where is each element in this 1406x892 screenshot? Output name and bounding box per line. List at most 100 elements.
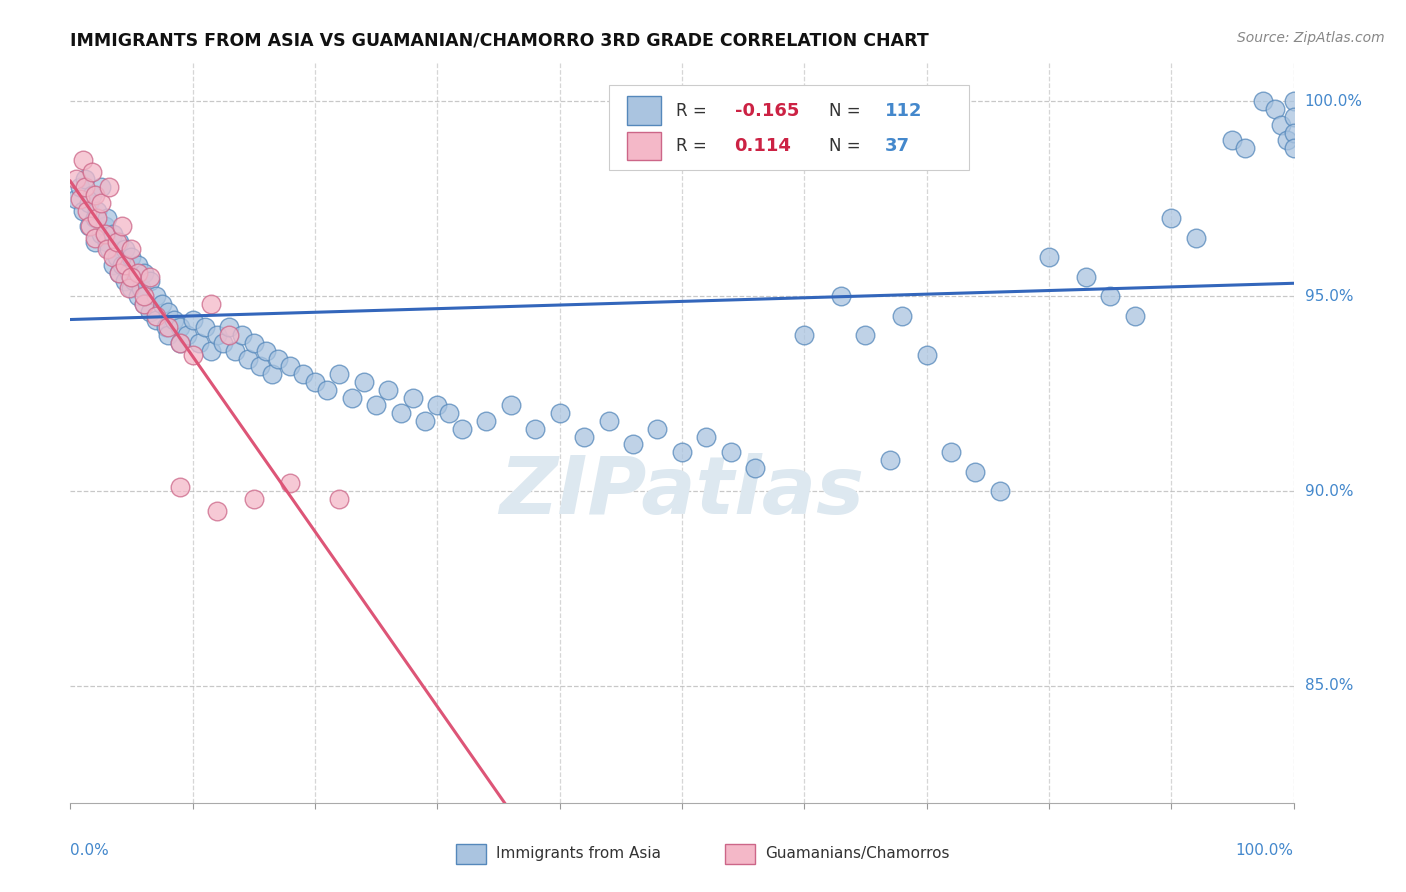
Point bbox=[915, 348, 938, 362]
Point bbox=[96, 235, 118, 249]
Point bbox=[176, 328, 198, 343]
Point bbox=[413, 414, 436, 428]
Point bbox=[169, 320, 191, 334]
Point bbox=[157, 328, 180, 343]
Point bbox=[65, 192, 87, 206]
Point bbox=[254, 343, 277, 358]
Point bbox=[83, 235, 105, 249]
Point bbox=[139, 305, 162, 319]
Point bbox=[879, 453, 901, 467]
Point bbox=[73, 180, 96, 194]
Point bbox=[83, 211, 105, 226]
Point bbox=[132, 289, 155, 303]
Point bbox=[93, 219, 115, 233]
Point bbox=[181, 312, 204, 326]
Point bbox=[96, 243, 118, 257]
Point bbox=[1264, 102, 1286, 116]
Point bbox=[695, 429, 717, 443]
FancyBboxPatch shape bbox=[609, 85, 969, 169]
Point bbox=[267, 351, 290, 366]
Point bbox=[965, 465, 987, 479]
Bar bbox=[724, 844, 755, 864]
Bar bbox=[627, 132, 661, 161]
Point bbox=[231, 328, 253, 343]
Point bbox=[262, 367, 284, 381]
Point bbox=[114, 258, 136, 272]
Point bbox=[127, 289, 149, 303]
Point bbox=[224, 343, 246, 358]
Point bbox=[212, 336, 235, 351]
Point bbox=[145, 312, 167, 326]
Point bbox=[86, 203, 108, 218]
Point bbox=[328, 367, 350, 381]
Point bbox=[93, 227, 115, 241]
Point bbox=[1251, 95, 1274, 109]
Point bbox=[169, 336, 191, 351]
Point bbox=[114, 274, 136, 288]
Point bbox=[598, 414, 620, 428]
Point bbox=[1270, 118, 1292, 132]
Point bbox=[855, 328, 877, 343]
Bar bbox=[456, 844, 486, 864]
Point bbox=[118, 266, 141, 280]
Point bbox=[439, 406, 461, 420]
Point bbox=[139, 269, 162, 284]
Point bbox=[101, 258, 124, 272]
Point bbox=[72, 203, 94, 218]
Point bbox=[150, 297, 173, 311]
Point bbox=[108, 266, 131, 280]
Point bbox=[205, 503, 228, 517]
Point bbox=[163, 312, 186, 326]
Point bbox=[121, 281, 143, 295]
Point bbox=[90, 227, 112, 241]
Point bbox=[671, 445, 693, 459]
Text: Immigrants from Asia: Immigrants from Asia bbox=[496, 847, 661, 862]
Point bbox=[127, 258, 149, 272]
Point bbox=[647, 422, 669, 436]
Point bbox=[720, 445, 742, 459]
Text: 112: 112 bbox=[884, 102, 922, 120]
Text: Source: ZipAtlas.com: Source: ZipAtlas.com bbox=[1237, 31, 1385, 45]
Point bbox=[83, 231, 105, 245]
Text: N =: N = bbox=[828, 102, 866, 120]
Point bbox=[1277, 133, 1299, 147]
Point bbox=[101, 250, 124, 264]
Point bbox=[108, 266, 131, 280]
Point bbox=[291, 367, 314, 381]
Point bbox=[830, 289, 852, 303]
Point bbox=[1282, 126, 1305, 140]
Point bbox=[988, 484, 1011, 499]
Point bbox=[108, 235, 131, 249]
Point bbox=[194, 320, 217, 334]
Point bbox=[205, 328, 228, 343]
Point bbox=[243, 336, 266, 351]
Text: 90.0%: 90.0% bbox=[1305, 483, 1353, 499]
Point bbox=[402, 391, 425, 405]
Point bbox=[77, 195, 100, 210]
Point bbox=[121, 250, 143, 264]
Point bbox=[90, 180, 112, 194]
Point bbox=[793, 328, 815, 343]
Point bbox=[83, 188, 105, 202]
Point bbox=[1282, 95, 1305, 109]
Point bbox=[121, 243, 143, 257]
Point bbox=[1160, 211, 1182, 226]
Point bbox=[280, 359, 302, 374]
Point bbox=[280, 476, 302, 491]
Text: 37: 37 bbox=[884, 137, 910, 155]
Point bbox=[744, 460, 766, 475]
Point bbox=[243, 491, 266, 506]
Point bbox=[139, 274, 162, 288]
Point bbox=[111, 219, 134, 233]
Point bbox=[236, 351, 259, 366]
Point bbox=[90, 195, 112, 210]
Bar bbox=[627, 96, 661, 125]
Point bbox=[82, 164, 104, 178]
Point bbox=[353, 375, 375, 389]
Text: 0.0%: 0.0% bbox=[70, 844, 110, 858]
Point bbox=[548, 406, 571, 420]
Point bbox=[218, 320, 240, 334]
Point bbox=[1099, 289, 1122, 303]
Text: 0.114: 0.114 bbox=[734, 137, 792, 155]
Point bbox=[132, 297, 155, 311]
